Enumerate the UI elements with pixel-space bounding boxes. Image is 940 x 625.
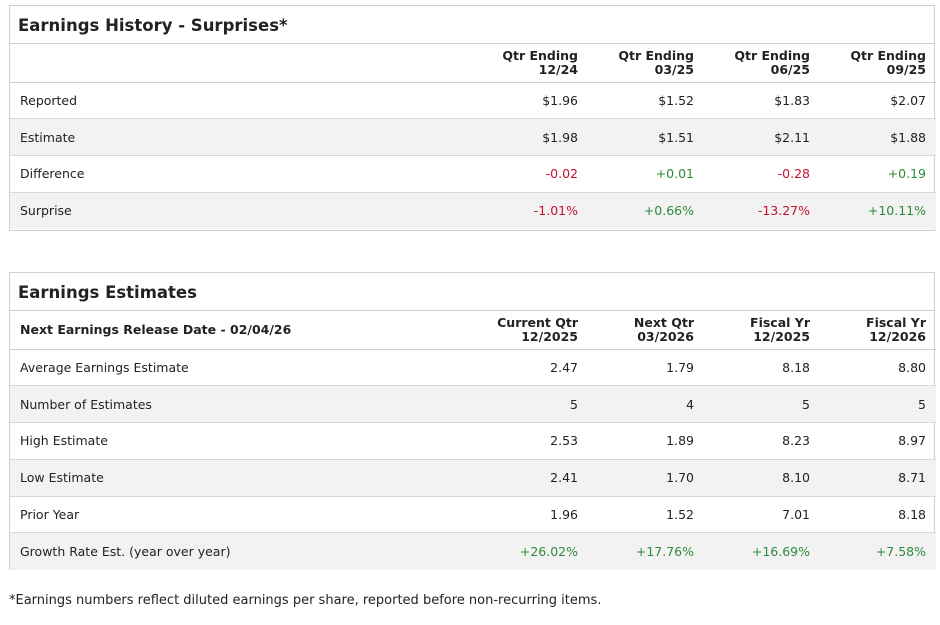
table-cell: $2.11 (774, 129, 810, 145)
column-header-line2: 03/25 (654, 61, 694, 77)
column-header-line2: 12/2025 (521, 328, 578, 344)
column-header-line2: 03/2026 (637, 328, 694, 344)
table-cell: -1.01% (533, 203, 578, 219)
table-cell: +17.76% (635, 544, 694, 560)
column-header-line1: Qtr Ending (850, 47, 926, 63)
table-row: Average Earnings Estimate 2.47 1.79 8.18… (10, 349, 936, 386)
table-cell: 5 (570, 396, 578, 412)
table-cell: 4 (686, 396, 694, 412)
column-header: Next Qtr 03/2026 (588, 311, 704, 349)
row-label: Surprise (20, 203, 72, 219)
table-cell: 5 (918, 396, 926, 412)
table-cell: +10.11% (867, 203, 926, 219)
table-cell: 8.10 (782, 470, 810, 486)
column-header: Fiscal Yr 12/2026 (820, 311, 936, 349)
header-label-empty (10, 44, 472, 82)
column-header: Qtr Ending 03/25 (588, 44, 704, 82)
earnings-estimates-title: Earnings Estimates (10, 273, 934, 311)
row-label: Prior Year (20, 507, 80, 523)
column-header-line2: 09/25 (886, 61, 926, 77)
earnings-estimates-table: Next Earnings Release Date - 02/04/26 Cu… (10, 311, 936, 570)
table-header-row: Next Earnings Release Date - 02/04/26 Cu… (10, 311, 936, 349)
table-cell: 7.01 (782, 507, 810, 523)
table-cell: 8.80 (898, 359, 926, 375)
table-row: High Estimate 2.53 1.89 8.23 8.97 (10, 423, 936, 460)
table-header-row: Qtr Ending 12/24 Qtr Ending 03/25 Qtr Endi… (10, 44, 936, 82)
column-header-line1: Fiscal Yr (750, 314, 810, 330)
table-cell: +16.69% (751, 544, 810, 560)
column-header-line1: Qtr Ending (618, 47, 694, 63)
column-header-line2: 12/2026 (869, 328, 926, 344)
table-cell: $1.52 (658, 92, 694, 108)
table-row: Low Estimate 2.41 1.70 8.10 8.71 (10, 459, 936, 497)
row-label: Average Earnings Estimate (20, 359, 189, 375)
table-cell: +0.66% (643, 203, 694, 219)
column-header-line1: Qtr Ending (734, 47, 810, 63)
row-label: High Estimate (20, 433, 108, 449)
column-header-line2: 12/24 (538, 61, 578, 77)
column-header-line2: 12/2025 (753, 328, 810, 344)
table-row: Number of Estimates 5 4 5 5 (10, 385, 936, 423)
row-label: Growth Rate Est. (year over year) (20, 544, 231, 560)
column-header-line2: 06/25 (770, 61, 810, 77)
table-row: Growth Rate Est. (year over year) +26.02… (10, 532, 936, 570)
table-cell: +0.19 (887, 166, 926, 182)
row-label: Reported (20, 92, 78, 108)
table-cell: 1.70 (666, 470, 694, 486)
table-cell: 8.23 (782, 433, 810, 449)
table-cell: 5 (802, 396, 810, 412)
table-cell: 2.41 (550, 470, 578, 486)
column-header-line1: Current Qtr (497, 314, 578, 330)
table-cell: 8.18 (898, 507, 926, 523)
table-row: Difference -0.02 +0.01 -0.28 +0.19 (10, 156, 936, 193)
table-cell: $1.88 (890, 129, 926, 145)
table-cell: 1.96 (550, 507, 578, 523)
row-label: Difference (20, 166, 85, 182)
table-cell: 2.47 (550, 359, 578, 375)
table-cell: +26.02% (519, 544, 578, 560)
footnote: *Earnings numbers reflect diluted earnin… (9, 593, 602, 608)
earnings-estimates-panel: Earnings Estimates Next Earnings Release… (9, 272, 936, 570)
row-label: Estimate (20, 129, 76, 145)
earnings-history-panel: Earnings History - Surprises* Qtr Ending… (9, 5, 936, 231)
table-row: Estimate $1.98 $1.51 $2.11 $1.88 (10, 118, 936, 156)
table-cell: +0.01 (655, 166, 694, 182)
row-label: Low Estimate (20, 470, 104, 486)
table-cell: +7.58% (875, 544, 926, 560)
table-cell: 1.89 (666, 433, 694, 449)
column-header: Qtr Ending 09/25 (820, 44, 936, 82)
table-cell: -0.28 (777, 166, 810, 182)
column-header-line1: Fiscal Yr (866, 314, 926, 330)
column-header: Qtr Ending 06/25 (704, 44, 820, 82)
next-release-date-label: Next Earnings Release Date - 02/04/26 (20, 321, 292, 337)
table-row: Prior Year 1.96 1.52 7.01 8.18 (10, 496, 936, 533)
column-header: Fiscal Yr 12/2025 (704, 311, 820, 349)
table-cell: $2.07 (890, 92, 926, 108)
table-cell: $1.51 (658, 129, 694, 145)
table-row: Surprise -1.01% +0.66% -13.27% +10.11% (10, 192, 936, 229)
earnings-history-title: Earnings History - Surprises* (10, 6, 934, 44)
table-cell: $1.98 (542, 129, 578, 145)
table-cell: -0.02 (545, 166, 578, 182)
table-cell: 2.53 (550, 433, 578, 449)
table-cell: $1.96 (542, 92, 578, 108)
column-header-line1: Next Qtr (633, 314, 694, 330)
column-header: Current Qtr 12/2025 (472, 311, 588, 349)
table-cell: -13.27% (757, 203, 810, 219)
table-cell: $1.83 (774, 92, 810, 108)
table-cell: 1.79 (666, 359, 694, 375)
row-label: Number of Estimates (20, 396, 152, 412)
table-cell: 8.97 (898, 433, 926, 449)
column-header: Qtr Ending 12/24 (472, 44, 588, 82)
earnings-history-table: Qtr Ending 12/24 Qtr Ending 03/25 Qtr Endi… (10, 44, 936, 229)
table-cell: 8.18 (782, 359, 810, 375)
table-row: Reported $1.96 $1.52 $1.83 $2.07 (10, 82, 936, 119)
table-cell: 8.71 (898, 470, 926, 486)
table-cell: 1.52 (666, 507, 694, 523)
column-header-line1: Qtr Ending (502, 47, 578, 63)
